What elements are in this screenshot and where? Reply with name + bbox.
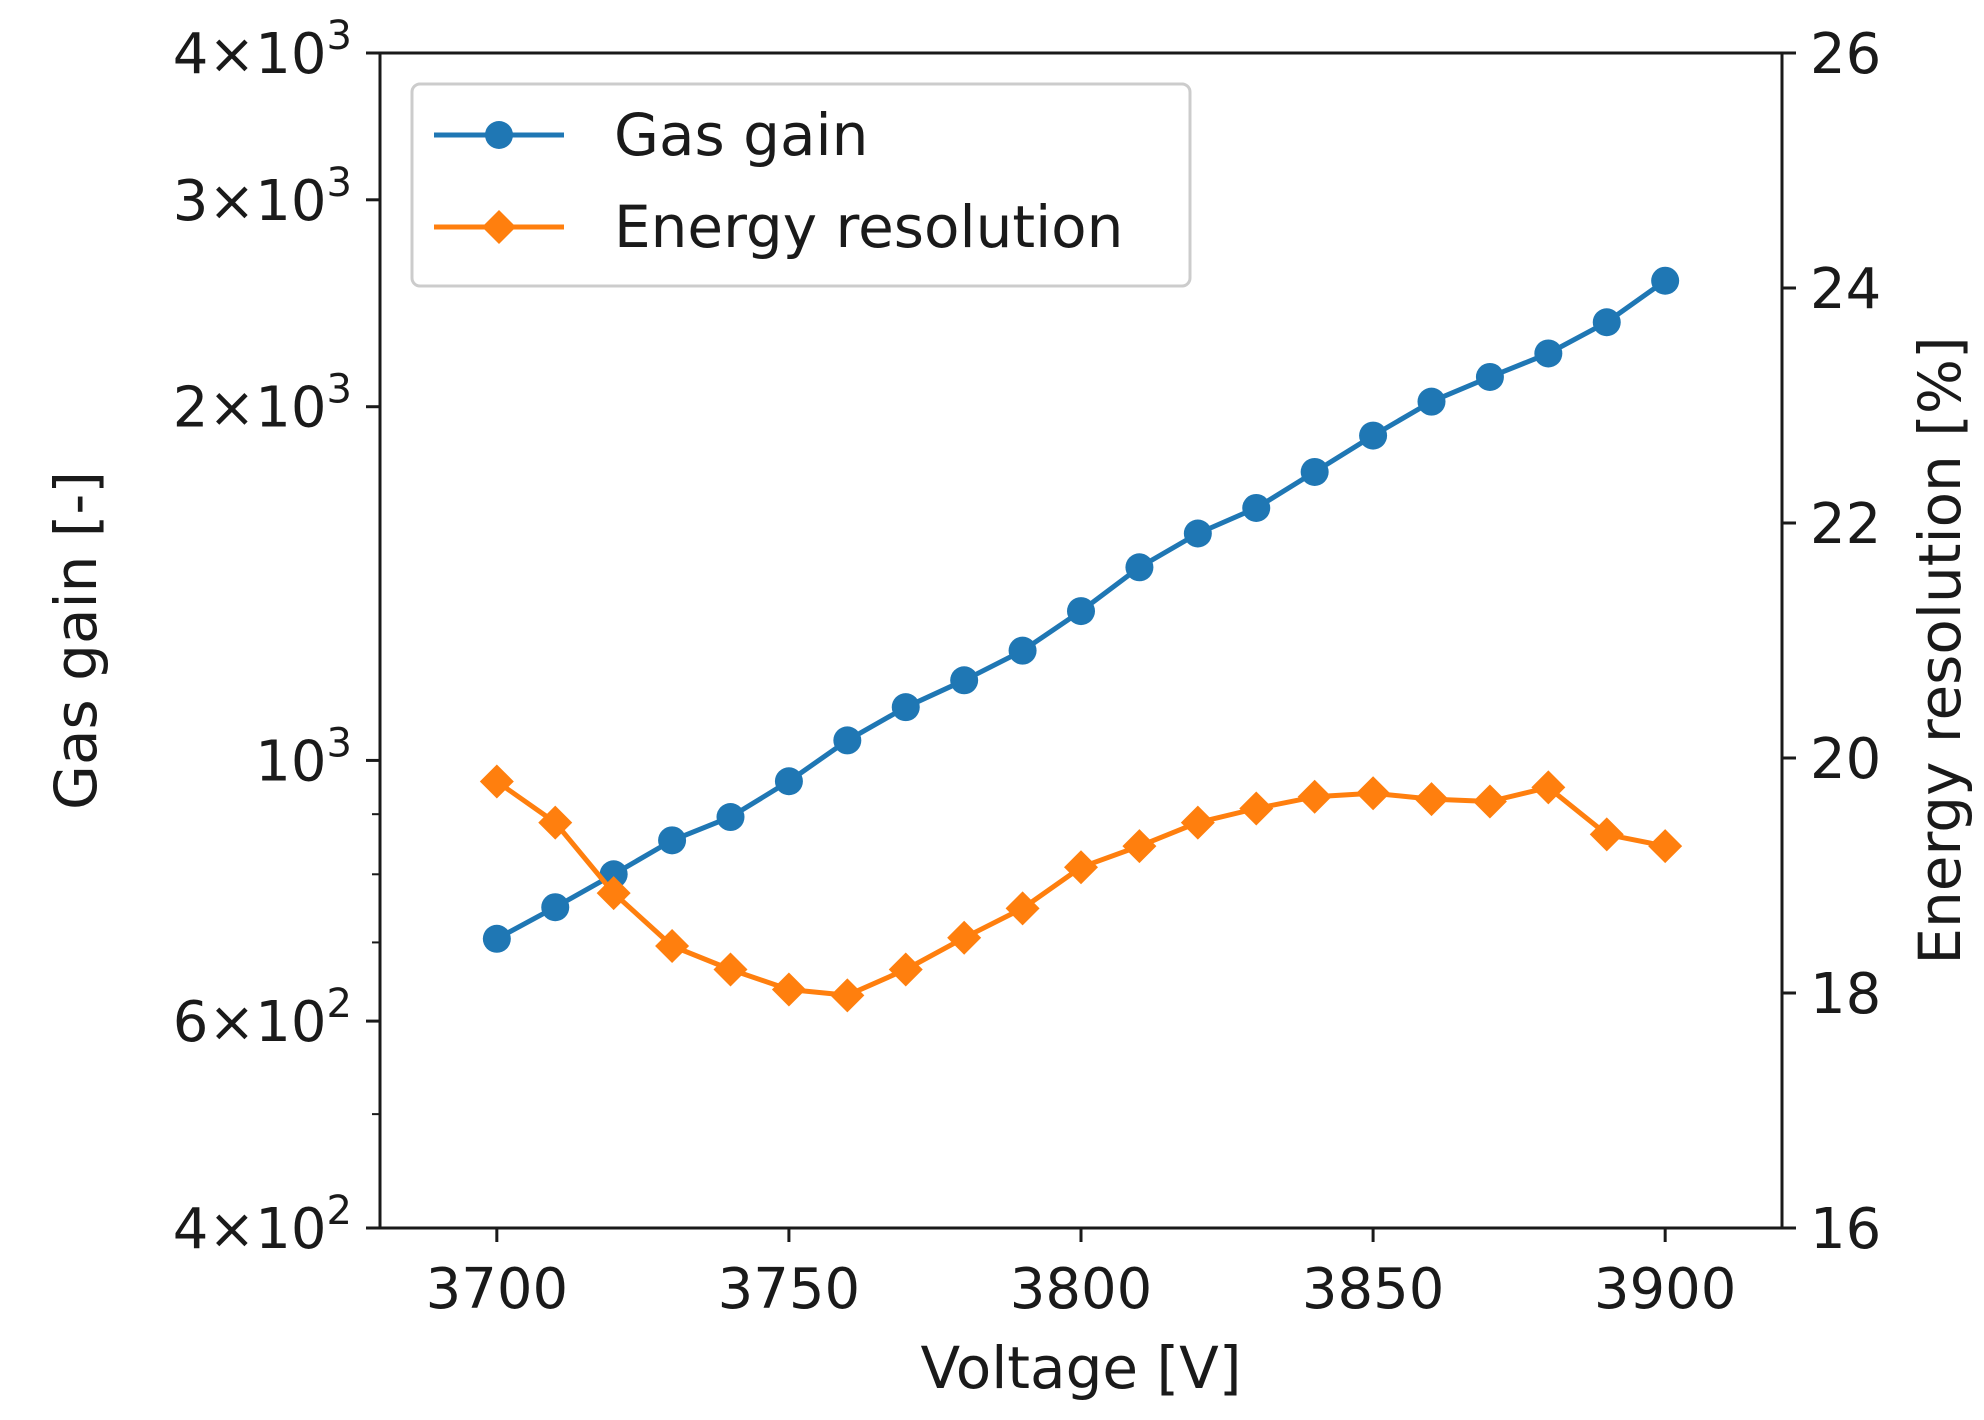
energy-resolution-point bbox=[888, 952, 923, 987]
x-axis-title: Voltage [V] bbox=[921, 1334, 1242, 1402]
energy-resolution-point bbox=[1472, 784, 1507, 819]
x-tick-label: 3750 bbox=[718, 1257, 861, 1322]
tick-exponent: 3 bbox=[327, 160, 352, 206]
tick-exponent: 2 bbox=[327, 981, 352, 1027]
y-right-tick-label: 16 bbox=[1810, 1197, 1881, 1262]
y-right-tick-label: 18 bbox=[1810, 962, 1881, 1027]
x-tick-label: 3850 bbox=[1302, 1257, 1445, 1322]
energy-resolution-point bbox=[655, 929, 690, 963]
tick-mantissa: 6×10 bbox=[173, 990, 327, 1055]
tick-mantissa: 4×10 bbox=[173, 1197, 327, 1262]
gas-gain-point bbox=[1300, 457, 1329, 486]
energy-resolution-point bbox=[1297, 779, 1332, 814]
energy-resolution-point bbox=[1122, 829, 1157, 864]
gas-gain-point bbox=[1067, 597, 1095, 626]
gas-gain-point bbox=[891, 693, 920, 722]
energy-resolution-point bbox=[1648, 829, 1683, 864]
tick-mantissa: 10 bbox=[255, 729, 326, 794]
series-layer bbox=[479, 266, 1683, 1013]
energy-resolution-point bbox=[1356, 776, 1391, 811]
gas-gain-point bbox=[1359, 421, 1388, 450]
x-tick-label: 3800 bbox=[1010, 1257, 1153, 1322]
energy-resolution-point bbox=[947, 920, 982, 955]
energy-resolution-point bbox=[1180, 805, 1215, 840]
energy-resolution-point bbox=[1064, 850, 1098, 885]
energy-resolution-point bbox=[1005, 891, 1040, 926]
y-left-axis-title: Gas gain [-] bbox=[42, 471, 110, 810]
gas-gain-point bbox=[1242, 493, 1271, 522]
y-right-tick-label: 20 bbox=[1810, 727, 1881, 792]
legend-box bbox=[410, 82, 1192, 288]
y-left-tick-label: 2×103 bbox=[173, 367, 352, 441]
energy-resolution-point bbox=[596, 876, 631, 911]
legend-diamond-marker bbox=[482, 210, 516, 244]
gas-gain-point bbox=[950, 666, 979, 695]
legend-label: Gas gain bbox=[614, 101, 868, 169]
energy-resolution-point bbox=[538, 805, 573, 840]
gas-gain-point bbox=[482, 924, 511, 953]
gas-gain-point bbox=[1125, 553, 1154, 582]
y-right-tick-label: 24 bbox=[1810, 257, 1881, 322]
gas-gain-point bbox=[1417, 387, 1446, 416]
energy-resolution-point bbox=[1531, 770, 1566, 805]
gas-gain-point bbox=[716, 803, 745, 832]
energy-resolution-point bbox=[1239, 791, 1274, 826]
legend-label: Energy resolution bbox=[614, 193, 1123, 261]
energy-resolution-point bbox=[830, 978, 865, 1013]
gas-gain-point bbox=[774, 767, 803, 796]
y-right-tick-label: 22 bbox=[1810, 492, 1881, 557]
x-tick-label: 3900 bbox=[1594, 1257, 1737, 1322]
gas-gain-point bbox=[1475, 362, 1504, 391]
energy-resolution-point bbox=[479, 764, 514, 799]
legend: Gas gain Energy resolution bbox=[410, 82, 1192, 288]
x-tick-label: 3700 bbox=[426, 1257, 569, 1322]
y-left-tick-label: 3×103 bbox=[173, 160, 352, 234]
gas-gain-point bbox=[1592, 308, 1621, 337]
axes-layer: 3700 3750 3800 3850 39004×1026×1021032×1033×… bbox=[42, 13, 1974, 1402]
y-left-tick-label: 4×102 bbox=[173, 1188, 352, 1262]
tick-exponent: 3 bbox=[327, 720, 352, 766]
y-left-tick-label: 6×102 bbox=[173, 981, 352, 1055]
gas-gain-point bbox=[1008, 636, 1037, 665]
energy-resolution-point bbox=[1589, 817, 1624, 852]
energy-resolution-point bbox=[713, 952, 748, 987]
gas-gain-point bbox=[1651, 266, 1680, 295]
tick-exponent: 2 bbox=[327, 1188, 352, 1234]
tick-exponent: 3 bbox=[327, 13, 352, 59]
y-left-tick-label: 103 bbox=[255, 720, 352, 794]
y-right-axis-title: Energy resolution [%] bbox=[1906, 336, 1974, 964]
tick-mantissa: 3×10 bbox=[173, 169, 327, 234]
tick-mantissa: 4×10 bbox=[173, 22, 327, 87]
tick-mantissa: 2×10 bbox=[173, 376, 327, 441]
gas-gain-point bbox=[833, 726, 862, 755]
gas-gain-point bbox=[541, 893, 570, 922]
energy-resolution-point bbox=[1414, 782, 1449, 817]
legend-circle-marker bbox=[485, 121, 513, 149]
gas-gain-point bbox=[658, 826, 687, 855]
y-right-tick-label: 26 bbox=[1810, 22, 1881, 87]
energy-resolution-point bbox=[771, 972, 806, 1007]
tick-exponent: 3 bbox=[327, 367, 352, 413]
y-left-tick-label: 4×103 bbox=[173, 13, 352, 87]
gas-gain-point bbox=[1534, 339, 1563, 368]
gas-gain-point bbox=[1183, 519, 1212, 548]
